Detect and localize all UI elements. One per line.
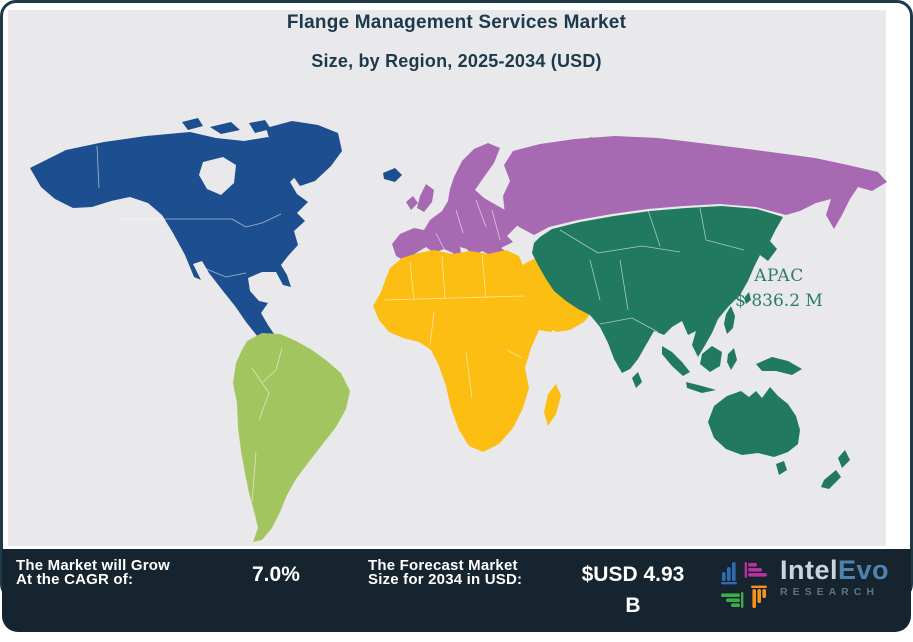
logo-subtitle: RESEARCH — [780, 586, 879, 598]
apac-value-label: $ 836.2 M — [735, 291, 823, 311]
brand-logo: IntelEvo RESEARCH — [714, 554, 889, 616]
region-madagascar — [544, 384, 561, 426]
region-south-america — [233, 333, 350, 542]
region-tasmania — [776, 461, 787, 475]
region-europe — [392, 143, 517, 269]
region-greenland — [266, 121, 342, 186]
region-arctic-islands — [182, 118, 271, 134]
cagr-label: The Market will Grow At the CAGR of: — [16, 557, 216, 588]
logo-name-part1: Intel — [780, 555, 839, 585]
region-sri-lanka — [632, 372, 642, 388]
region-uk — [406, 184, 434, 212]
region-arabia — [519, 257, 592, 332]
forecast-label-line2: Size for 2034 in USD: — [368, 571, 523, 588]
apac-region-label: APAC — [754, 266, 804, 286]
cagr-label-line2: At the CAGR of: — [16, 571, 134, 588]
region-australia — [708, 387, 800, 457]
country-borders — [96, 145, 745, 503]
logo-name-part2: Evo — [838, 555, 890, 585]
region-philippines — [724, 306, 735, 334]
region-russia — [503, 136, 887, 235]
title-line-1: Flange Management Services Market — [286, 12, 627, 33]
region-asia — [532, 206, 783, 373]
region-north-america — [30, 132, 308, 348]
region-japan — [754, 214, 780, 252]
page-title: Flange Management Services Market Size, … — [0, 12, 913, 72]
region-novaya-zemlya — [556, 137, 596, 158]
region-new-guinea — [756, 357, 802, 375]
forecast-label: The Forecast Market Size for 2034 in USD… — [368, 557, 568, 588]
apac-annotation: APAC $ 836.2 M — [724, 266, 834, 311]
logo-pinwheel-icon — [721, 562, 767, 608]
region-new-zealand — [821, 450, 850, 489]
logo-wordmark: IntelEvo RESEARCH — [780, 554, 890, 599]
title-line-2: Size, by Region, 2025-2034 (USD) — [311, 51, 602, 71]
cagr-value: 7.0% — [252, 563, 300, 586]
region-taiwan — [744, 292, 751, 304]
footer-bar: The Market will Grow At the CAGR of: 7.0… — [2, 549, 911, 632]
forecast-label-line1: The Forecast Market — [368, 557, 518, 574]
region-iceland — [383, 168, 402, 182]
cagr-label-line1: The Market will Grow — [16, 557, 171, 574]
region-indonesia — [662, 346, 737, 393]
region-africa — [373, 250, 562, 452]
forecast-value: $USD 4.93 B — [581, 563, 685, 617]
hudson-bay — [199, 157, 236, 195]
